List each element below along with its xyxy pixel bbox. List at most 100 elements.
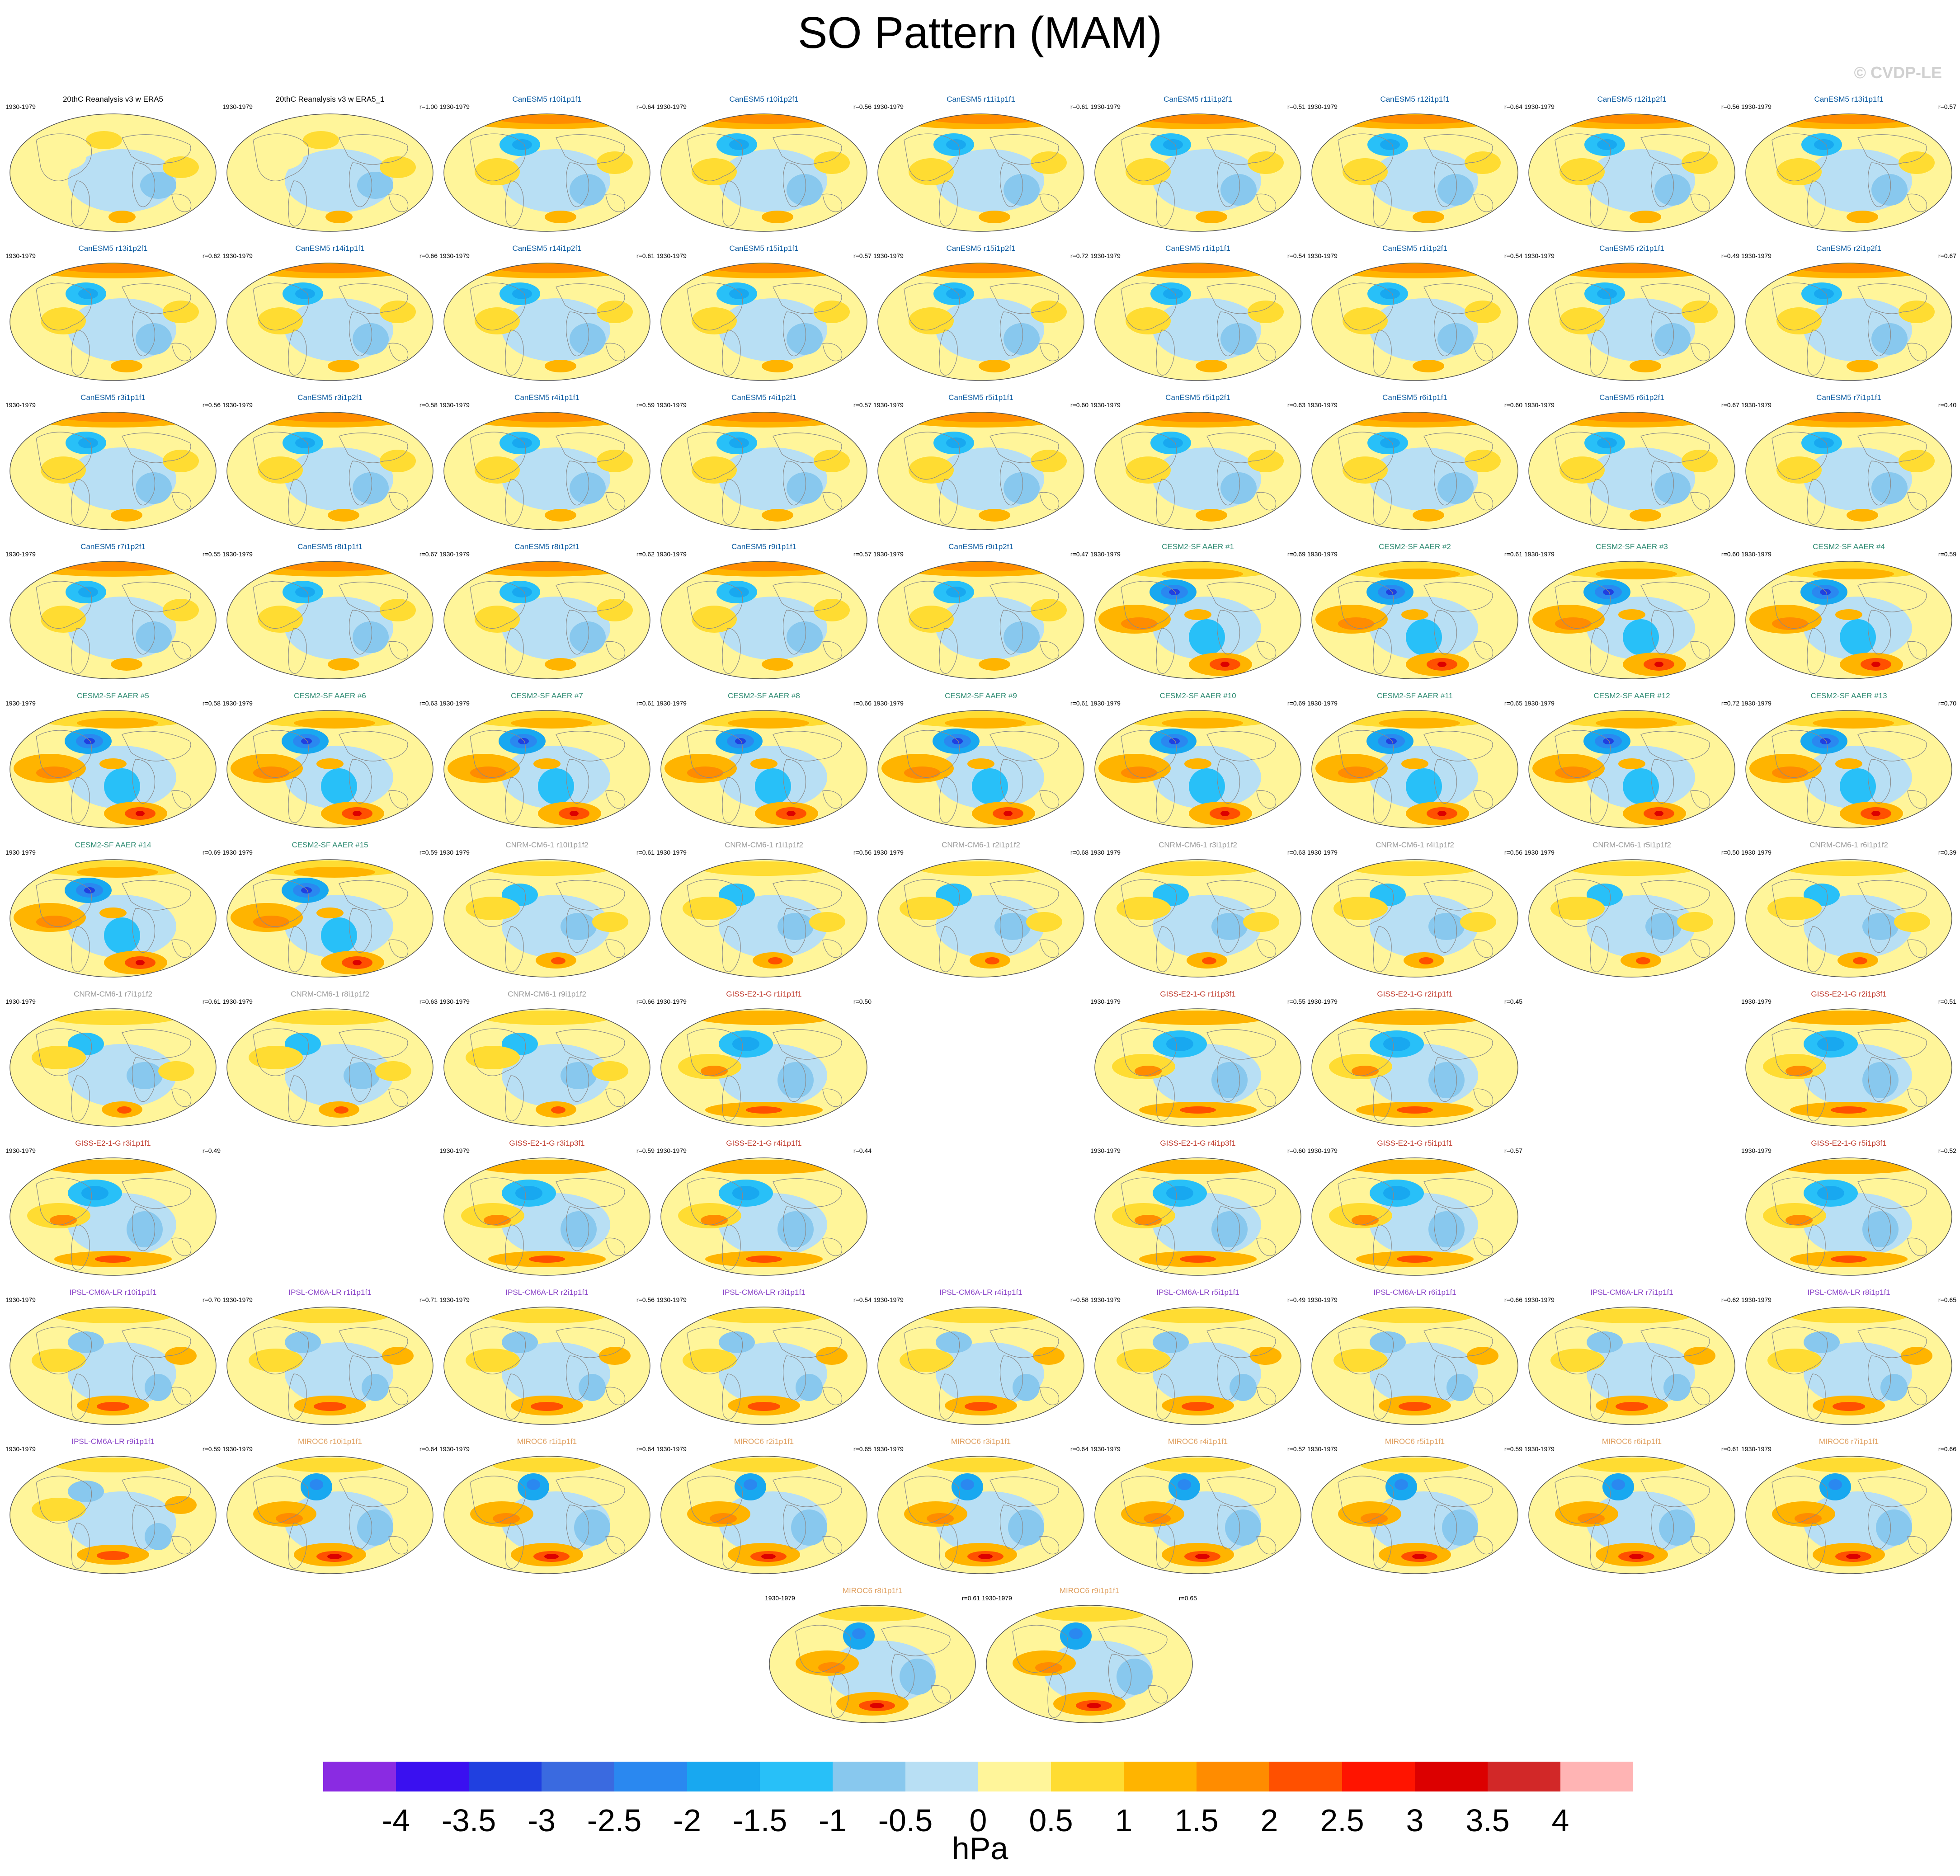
globe-map: [1311, 1157, 1518, 1276]
map-panel: 1930-1979 MIROC6 r3i1p1f1 r=0.64: [872, 1433, 1089, 1577]
panel-period: 1930-1979: [1090, 849, 1121, 856]
panel-period: 1930-1979: [1307, 700, 1338, 707]
panel-correlation: r=0.60: [1287, 1147, 1305, 1154]
globe-map: [1528, 561, 1735, 679]
panel-correlation: r=0.62: [636, 550, 655, 558]
globe-map: [1745, 1157, 1952, 1276]
globe-map: [1311, 113, 1518, 232]
panel-correlation: r=0.45: [1504, 998, 1522, 1005]
panel-period: 1930-1979: [873, 252, 904, 259]
panel-title: GISS-E2-1-G r1i1p3f1: [1160, 990, 1236, 998]
panel-period: 1930-1979: [1090, 103, 1121, 110]
panel-correlation: r=0.64: [1070, 1445, 1088, 1453]
panel-correlation: r=0.39: [1938, 849, 1956, 856]
panel-period: 1930-1979: [1524, 103, 1555, 110]
panel-title: CanESM5 r13i1p1f1: [1814, 95, 1884, 103]
map-panel: 1930-1979 CESM2-SF AAER #4 r=0.59: [1740, 538, 1957, 682]
map-panel: 1930-1979 CanESM5 r3i1p1f1 r=0.56: [5, 389, 221, 533]
panel-title: CanESM5 r9i1p1f1: [731, 542, 796, 551]
panel-title: CanESM5 r13i1p2f1: [78, 244, 148, 253]
panel-correlation: r=0.54: [1287, 252, 1305, 259]
globe-map: [660, 113, 867, 232]
panel-period: 1930-1979: [765, 1594, 795, 1602]
panel-correlation: r=0.66: [853, 700, 872, 707]
globe-map: [226, 1456, 433, 1574]
panel-title: CanESM5 r15i1p1f1: [729, 244, 799, 253]
colorbar-tick-label: 3: [1406, 1803, 1424, 1838]
globe-map: [226, 113, 433, 232]
panel-period: 1930-1979: [873, 103, 904, 110]
panel-correlation: r=0.70: [1938, 700, 1956, 707]
globe-map: [1745, 561, 1952, 679]
panel-period: 1930-1979: [1741, 550, 1772, 558]
colorbar-tick-label: 0: [969, 1803, 987, 1838]
panel-period: 1930-1979: [222, 401, 253, 409]
colorbar-tick-label: 4: [1551, 1803, 1569, 1838]
map-panel: 1930-1979 CanESM5 r1i1p2f1 r=0.54: [1306, 240, 1523, 384]
globe-map: [9, 113, 217, 232]
globe-map: [9, 1307, 217, 1425]
globe-map: [1745, 113, 1952, 232]
panel-title: IPSL-CM6A-LR r1i1p1f1: [288, 1288, 372, 1297]
panel-correlation: r=0.56: [853, 103, 872, 110]
map-panel: 1930-1979 MIROC6 r6i1p1f1 r=0.61: [1523, 1433, 1740, 1577]
globe-map: [1094, 1157, 1301, 1276]
globe-map: [9, 1008, 217, 1127]
panel-title: CESM2-SF AAER #7: [511, 691, 583, 700]
panel-title: IPSL-CM6A-LR r7i1p1f1: [1590, 1288, 1673, 1297]
panel-title: CESM2-SF AAER #9: [945, 691, 1017, 700]
globe-map: [9, 1456, 217, 1574]
map-panel: 1930-1979 CanESM5 r15i1p2f1 r=0.72: [872, 240, 1089, 384]
globe-map: [9, 412, 217, 530]
map-panel: 1930-1979 CESM2-SF AAER #7 r=0.61: [438, 687, 655, 832]
map-panel: 1930-1979 GISS-E2-1-G r3i1p3f1 r=0.59: [438, 1134, 655, 1279]
colorbar-segment: [833, 1762, 905, 1791]
globe-map: [1094, 1456, 1301, 1574]
panel-period: 1930-1979: [222, 252, 253, 259]
globe-map: [443, 1456, 650, 1574]
colorbar-segment: [396, 1762, 469, 1791]
panel-correlation: r=0.59: [1938, 550, 1956, 558]
map-panel: 1930-1979 CESM2-SF AAER #2 r=0.61: [1306, 538, 1523, 682]
panel-period: 1930-1979: [1524, 550, 1555, 558]
panel-title: CanESM5 r10i1p1f1: [512, 95, 582, 103]
panel-period: 1930-1979: [1090, 998, 1121, 1005]
panel-correlation: r=0.61: [636, 252, 655, 259]
panel-correlation: r=0.56: [1721, 103, 1739, 110]
colorbar-units: hPa: [952, 1831, 1008, 1866]
colorbar-tick-label: 0.5: [1029, 1803, 1073, 1838]
panel-correlation: r=0.69: [202, 849, 221, 856]
map-panel: 1930-1979 CNRM-CM6-1 r1i1p1f2 r=0.56: [655, 836, 872, 981]
globe-map: [1311, 412, 1518, 530]
panel-period: 1930-1979: [222, 1296, 253, 1303]
panel-title: CanESM5 r4i1p1f1: [514, 393, 580, 402]
map-panel: 1930-1979 CNRM-CM6-1 r7i1p1f2 r=0.61: [5, 985, 221, 1130]
colorbar-tick-label: -2.5: [587, 1803, 642, 1838]
map-panel: 1930-1979 IPSL-CM6A-LR r3i1p1f1 r=0.54: [655, 1284, 872, 1428]
map-panel: 1930-1979 CanESM5 r4i1p1f1 r=0.59: [438, 389, 655, 533]
map-panel: 1930-1979 CESM2-SF AAER #9 r=0.61: [872, 687, 1089, 832]
panel-title: GISS-E2-1-G r5i1p1f1: [1377, 1139, 1453, 1147]
panel-correlation: r=0.49: [1721, 252, 1739, 259]
panel-period: 1930-1979: [873, 1445, 904, 1453]
map-panel: 1930-1979 GISS-E2-1-G r4i1p1f1 r=0.44: [655, 1134, 872, 1279]
panel-title: CESM2-SF AAER #12: [1593, 691, 1670, 700]
panel-period: 1930-1979: [1090, 1296, 1121, 1303]
panel-period: 1930-1979: [5, 849, 36, 856]
panel-correlation: r=1.00: [419, 103, 438, 110]
panel-title: CanESM5 r1i1p1f1: [1165, 244, 1230, 253]
panel-period: 1930-1979: [5, 1445, 36, 1453]
panel-title: CanESM5 r10i1p2f1: [729, 95, 799, 103]
globe-map: [9, 859, 217, 978]
globe-map: [1094, 710, 1301, 828]
map-panel: 1930-1979 CanESM5 r10i1p1f1 r=0.64: [438, 90, 655, 235]
panel-period: 1930-1979: [1307, 1296, 1338, 1303]
map-panel: 1930-1979 GISS-E2-1-G r4i1p3f1 r=0.60: [1089, 1134, 1306, 1279]
panel-correlation: r=0.67: [1938, 252, 1956, 259]
globe-map: [1094, 561, 1301, 679]
map-panel: 1930-1979 CanESM5 r9i1p2f1 r=0.47: [872, 538, 1089, 682]
panel-period: 1930-1979: [5, 252, 36, 259]
panel-title: CanESM5 r2i1p2f1: [1816, 244, 1881, 253]
panel-title: CanESM5 r11i1p1f1: [947, 95, 1015, 103]
panel-correlation: r=0.61: [636, 700, 655, 707]
